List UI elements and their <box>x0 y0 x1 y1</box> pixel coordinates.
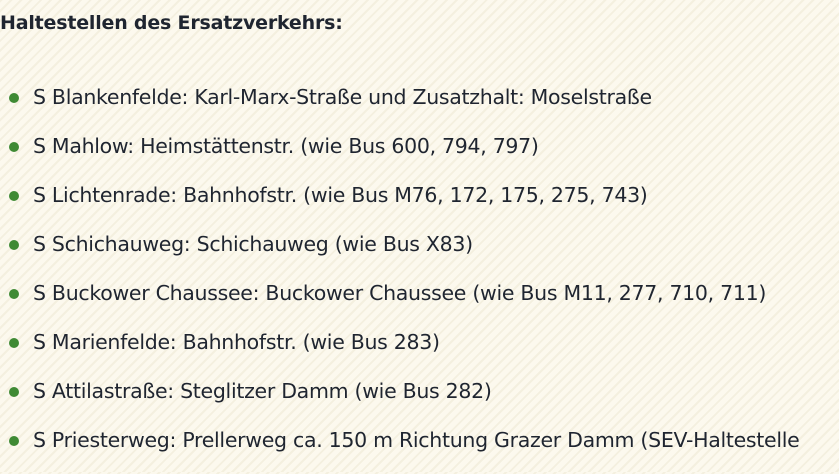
list-item: S Attilastraße: Steglitzer Damm (wie Bus… <box>0 376 799 425</box>
list-item: S Buckower Chaussee: Buckower Chaussee (… <box>0 278 799 327</box>
stop-text: S Buckower Chaussee: Buckower Chaussee (… <box>33 281 767 305</box>
bullet-icon <box>9 289 19 299</box>
stop-text: S Priesterweg: Prellerweg ca. 150 m Rich… <box>33 428 800 452</box>
stop-text: S Marienfelde: Bahnhofstr. (wie Bus 283) <box>33 330 440 354</box>
bullet-icon <box>9 436 19 446</box>
section-heading: Haltestellen des Ersatzverkehrs: <box>0 12 343 34</box>
list-item: S Schichauweg: Schichauweg (wie Bus X83) <box>0 229 799 278</box>
bullet-icon <box>9 191 19 201</box>
list-item: S Mahlow: Heimstättenstr. (wie Bus 600, … <box>0 131 799 180</box>
bullet-icon <box>9 93 19 103</box>
stop-text: S Attilastraße: Steglitzer Damm (wie Bus… <box>33 379 492 403</box>
list-item: S Lichtenrade: Bahnhofstr. (wie Bus M76,… <box>0 180 799 229</box>
stop-text: S Schichauweg: Schichauweg (wie Bus X83) <box>33 232 473 256</box>
bullet-icon <box>9 240 19 250</box>
list-item: S Priesterweg: Prellerweg ca. 150 m Rich… <box>0 425 800 474</box>
stop-list: S Blankenfelde: Karl-Marx-Straße und Zus… <box>0 82 800 474</box>
stop-text: S Mahlow: Heimstättenstr. (wie Bus 600, … <box>33 134 539 158</box>
bullet-icon <box>9 142 19 152</box>
bullet-icon <box>9 387 19 397</box>
stop-text: S Lichtenrade: Bahnhofstr. (wie Bus M76,… <box>33 183 648 207</box>
list-item: S Blankenfelde: Karl-Marx-Straße und Zus… <box>0 82 799 131</box>
stop-text: S Blankenfelde: Karl-Marx-Straße und Zus… <box>33 85 652 109</box>
list-item: S Marienfelde: Bahnhofstr. (wie Bus 283) <box>0 327 799 376</box>
bullet-icon <box>9 338 19 348</box>
